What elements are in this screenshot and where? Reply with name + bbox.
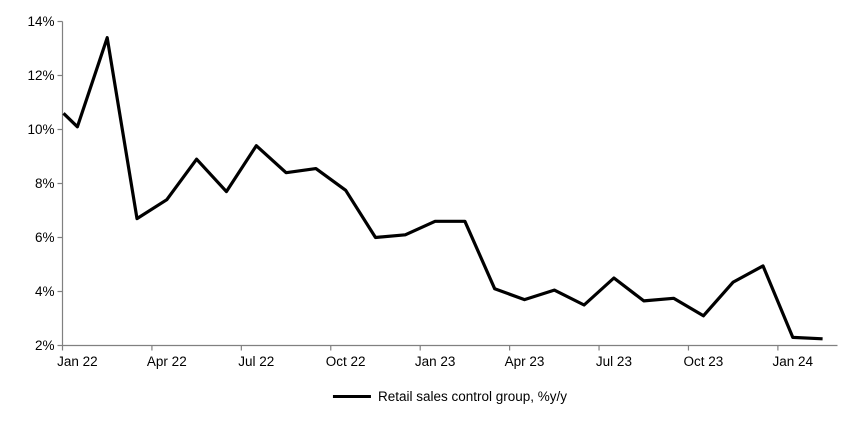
x-tick-label: Apr 23 xyxy=(505,354,545,369)
chart-legend: Retail sales control group, %y/y xyxy=(332,389,568,404)
data-line-retail-sales xyxy=(62,36,823,341)
x-tick-label: Oct 22 xyxy=(326,354,366,369)
y-tick-label: 12% xyxy=(27,68,54,83)
y-tick-label: 14% xyxy=(27,14,54,29)
x-tick-label: Jan 22 xyxy=(57,354,98,369)
legend-line-swatch xyxy=(332,395,371,399)
y-tick-label: 8% xyxy=(35,176,55,191)
x-axis: Jan 22 Apr 22 Jul 22 Oct 22 Jan 23 Apr 23 Jul … xyxy=(57,344,838,369)
x-tick-label: Jul 22 xyxy=(238,354,274,369)
x-tick-label: Jul 23 xyxy=(596,354,632,369)
y-tick-label: 10% xyxy=(27,122,54,137)
legend-label: Retail sales control group, %y/y xyxy=(377,389,568,404)
x-tick-label: Jan 24 xyxy=(773,354,814,369)
y-tick-label: 6% xyxy=(35,230,55,245)
y-tick-label: 2% xyxy=(35,338,55,353)
y-tick-label: 4% xyxy=(35,284,55,299)
y-axis: 2% 4% 6% 8% 10% 12% 14% xyxy=(27,14,64,353)
line-chart-plot-area: 2% 4% 6% 8% 10% 12% 14% Jan 22 Apr 22 Jul 22 Oct 2… xyxy=(27,14,838,369)
x-tick-label: Jan 23 xyxy=(415,354,456,369)
x-tick-label: Apr 22 xyxy=(147,354,187,369)
x-tick-label: Oct 23 xyxy=(683,354,723,369)
